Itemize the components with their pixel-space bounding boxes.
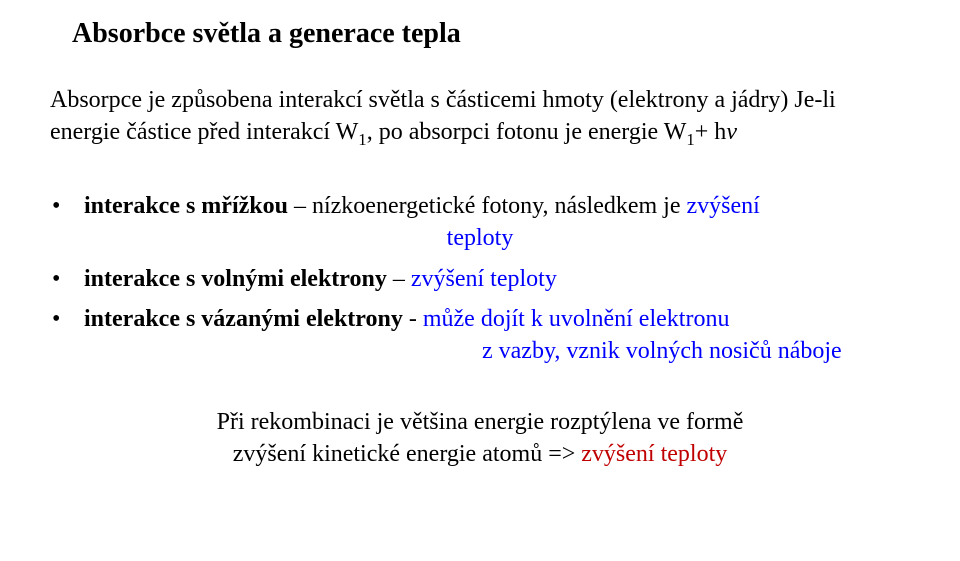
bullet-2-blue: zvýšení teploty (411, 266, 557, 292)
intro-paragraph: Absorpce je způsobena interakcí světla s… (50, 84, 910, 152)
bullet-3: interakce s vázanými elektrony - může do… (50, 303, 910, 368)
footer-block: Při rekombinaci je většina energie rozpt… (50, 406, 910, 471)
bullet-1-blue-1: zvýšení (687, 193, 760, 219)
bullet-3-dash: - (403, 306, 423, 332)
bullet-2-lead: interakce s volnými elektrony (84, 266, 387, 292)
bullet-3-lead: interakce s vázanými elektrony (84, 306, 403, 332)
slide-page: Absorbce světla a generace tepla Absorpc… (0, 0, 960, 561)
bullet-2-rest: – (387, 266, 411, 292)
para-plus: + h (695, 119, 727, 145)
bullet-2: interakce s volnými elektrony – zvýšení … (50, 263, 910, 295)
sub-1a: 1 (358, 130, 366, 149)
bullet-1-blue-2: teploty (50, 222, 910, 254)
bullet-1: interakce s mřížkou – nízkoenergetické f… (50, 190, 910, 255)
sub-1b: 1 (686, 130, 694, 149)
nu-symbol: ν (726, 119, 737, 145)
footer-red: zvýšení teploty (581, 441, 727, 467)
bullet-1-lead: interakce s mřížkou (84, 193, 288, 219)
footer-line-2a: zvýšení kinetické energie atomů => (233, 441, 582, 467)
para-text-2: , po absorpci fotonu je energie W (367, 119, 687, 145)
bullet-3-blue-1: může dojít k uvolnění elektronu (423, 306, 730, 332)
footer-line-1: Při rekombinaci je většina energie rozpt… (50, 406, 910, 438)
bullet-3-line2-wrap: z vazby, vznik volných nosičů náboje (84, 335, 910, 367)
slide-title: Absorbce světla a generace tepla (72, 18, 910, 50)
bullet-3-blue-2: z vazby, vznik volných nosičů náboje (482, 338, 842, 364)
bullet-1-rest: – nízkoenergetické fotony, následkem je (288, 193, 687, 219)
footer-line-2: zvýšení kinetické energie atomů => zvýše… (50, 438, 910, 470)
bullet-list: interakce s mřížkou – nízkoenergetické f… (50, 190, 910, 368)
